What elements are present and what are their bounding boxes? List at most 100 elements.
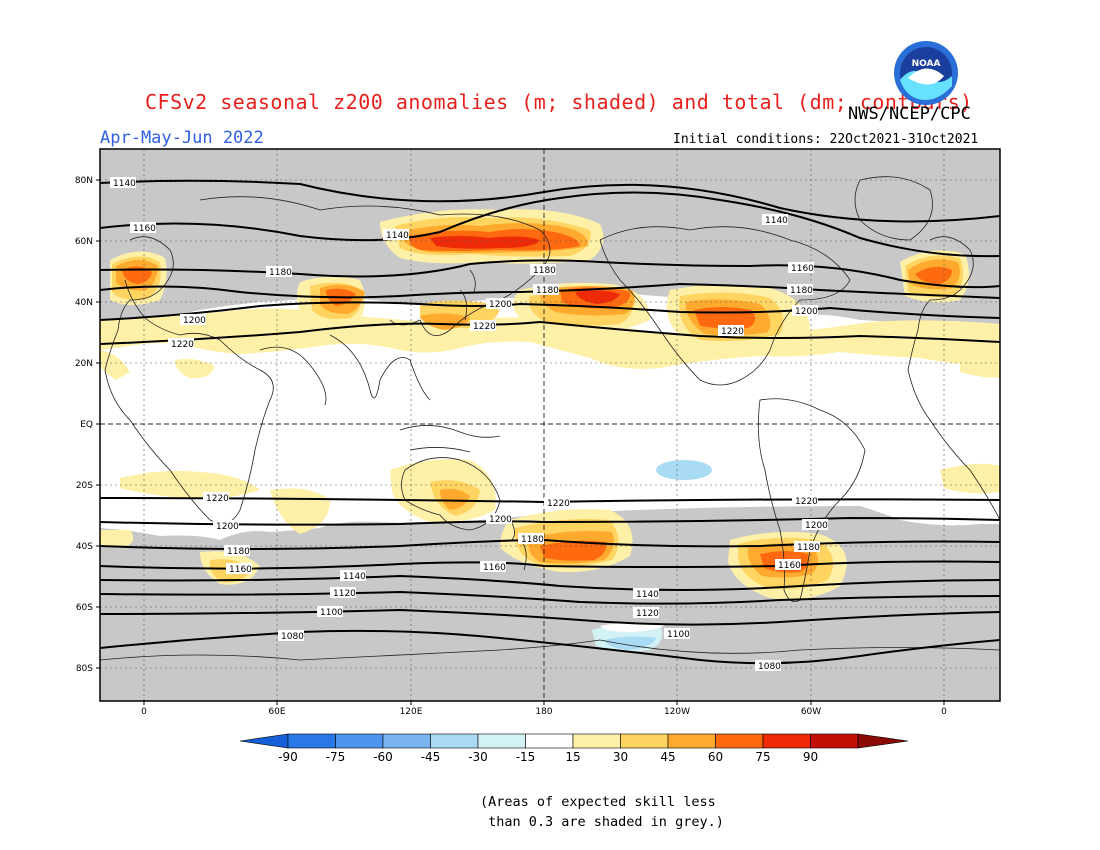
contour-label: 1220 [544, 497, 570, 509]
colorbar-segment [477, 733, 526, 749]
svg-text:1120: 1120 [636, 609, 659, 619]
contour-label: 1220 [792, 495, 818, 507]
colorbar-arrow-right [857, 733, 909, 749]
contour-label: 1160 [775, 559, 801, 571]
lat-label: 60S [76, 603, 93, 613]
svg-text:1200: 1200 [489, 515, 512, 525]
lat-label: 20N [75, 359, 93, 369]
contour-label: 1080 [755, 660, 781, 672]
lat-label: 80S [76, 664, 93, 674]
svg-text:1200: 1200 [795, 307, 818, 317]
svg-text:1180: 1180 [790, 286, 813, 296]
svg-text:1180: 1180 [533, 266, 556, 276]
contour-label: 1200 [486, 513, 512, 525]
noaa-logo-icon: NOAA [894, 41, 958, 105]
svg-text:1180: 1180 [536, 286, 559, 296]
svg-text:1080: 1080 [758, 662, 781, 672]
contour-label: 1120 [330, 587, 356, 599]
equator-and-dateline [100, 149, 1000, 701]
svg-text:1180: 1180 [521, 535, 544, 545]
colorbar-tick-label: -60 [373, 750, 393, 764]
contour-label: 1140 [633, 588, 659, 600]
lon-label: 60W [801, 707, 821, 717]
colorbar-tick-label: -75 [326, 750, 346, 764]
lon-label: 120W [664, 707, 690, 717]
colorbar: -90 -75 -60 -45 -30 -15 15 30 45 60 75 90 [239, 733, 909, 764]
colorbar-tick-label: -45 [421, 750, 441, 764]
contour-label: 1180 [224, 545, 250, 557]
colorbar-tick-label: -30 [468, 750, 488, 764]
svg-text:1200: 1200 [805, 521, 828, 531]
negative-anomalies [592, 460, 712, 652]
lat-label: 80N [75, 176, 93, 186]
lon-label: 120E [400, 707, 423, 717]
colorbar-segment [810, 733, 859, 749]
svg-text:1140: 1140 [765, 216, 788, 226]
contour-label: 1140 [762, 214, 788, 226]
contour-label: 1080 [278, 630, 304, 642]
contour-label: 1200 [180, 314, 206, 326]
contour-label: 1180 [518, 533, 544, 545]
svg-text:1160: 1160 [791, 264, 814, 274]
contour-label: 1220 [718, 325, 744, 337]
colorbar-segment [382, 733, 431, 749]
longitude-labels: 0 60E 120E 180 120W 60W 0 [141, 707, 947, 717]
colorbar-segment [335, 733, 384, 749]
svg-text:1160: 1160 [778, 561, 801, 571]
colorbar-segment [667, 733, 716, 749]
contour-label: 1180 [266, 266, 292, 278]
map-frame [99, 148, 1001, 702]
contour-label: 1100 [664, 628, 690, 640]
season-label: Apr-May-Jun 2022 [100, 128, 264, 148]
svg-text:1220: 1220 [795, 497, 818, 507]
svg-text:1180: 1180 [269, 268, 292, 278]
lat-label: 60N [75, 237, 93, 247]
lon-label: 0 [941, 707, 947, 717]
contour-label: 1140 [340, 570, 366, 582]
svg-text:1180: 1180 [227, 547, 250, 557]
skill-note: (Areas of expected skill less than 0.3 a… [480, 794, 724, 830]
svg-text:1100: 1100 [320, 608, 343, 618]
coastlines [100, 176, 1000, 661]
svg-text:1220: 1220 [171, 340, 194, 350]
svg-text:1200: 1200 [489, 300, 512, 310]
lat-label: 40N [75, 298, 93, 308]
contour-label: 1200 [486, 298, 512, 310]
lon-label: 60E [268, 707, 285, 717]
colorbar-segment [525, 733, 574, 749]
credit-label: NWS/NCEP/CPC [848, 104, 971, 124]
svg-text:1160: 1160 [229, 565, 252, 575]
colorbar-segment [715, 733, 764, 749]
lon-label: 180 [535, 707, 552, 717]
lat-label: 40S [76, 542, 93, 552]
contour-label: 1180 [787, 284, 813, 296]
logo-text: NOAA [912, 59, 941, 69]
contour-label: 1140 [110, 177, 136, 189]
contour-label: 1160 [788, 262, 814, 274]
colorbar-segment [287, 733, 336, 749]
colorbar-segment [572, 733, 621, 749]
colorbar-tick-label: 75 [755, 750, 770, 764]
svg-text:1160: 1160 [133, 224, 156, 234]
contour-label: 1220 [203, 492, 229, 504]
chart-title: CFSv2 seasonal z200 anomalies (m; shaded… [145, 90, 973, 114]
svg-text:1220: 1220 [721, 327, 744, 337]
colorbar-tick-label: 15 [565, 750, 580, 764]
colorbar-segment [430, 733, 479, 749]
contour-label: 1160 [130, 222, 156, 234]
svg-text:1200: 1200 [183, 316, 206, 326]
svg-text:1120: 1120 [333, 589, 356, 599]
svg-text:1140: 1140 [636, 590, 659, 600]
contour-label: 1180 [533, 284, 559, 296]
contour-label: 1200 [802, 519, 828, 531]
latitude-labels: 80N 60N 40N 20N EQ 20S 40S 60S 80S [75, 176, 93, 674]
contour-labels: 1140 1160 1140 1140 1180 1180 1160 1180 … [110, 177, 828, 672]
initial-conditions-label: Initial conditions: 22Oct2021-31Oct2021 [673, 132, 979, 147]
lon-label: 0 [141, 707, 147, 717]
colorbar-tick-label: 90 [803, 750, 818, 764]
lat-label: EQ [80, 420, 93, 430]
axis-ticks [96, 179, 945, 705]
svg-text:1220: 1220 [547, 499, 570, 509]
contour-label: 1160 [480, 561, 506, 573]
